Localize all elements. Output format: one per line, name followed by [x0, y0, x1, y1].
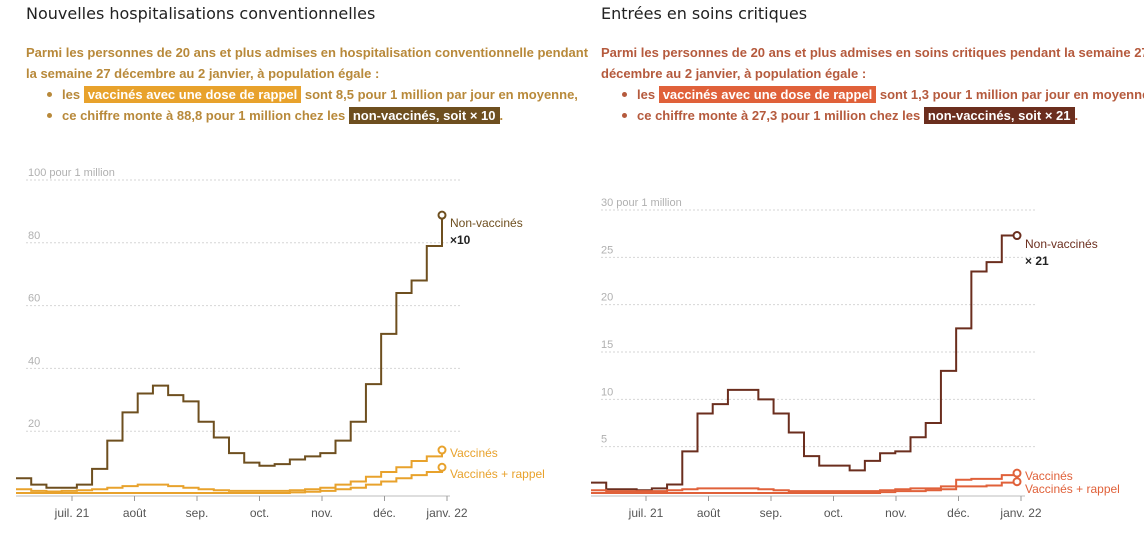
x-tick-label: août	[697, 506, 721, 520]
series-line-vaccin-s	[591, 473, 1018, 493]
series-endpoint-vaccin-s	[437, 445, 447, 455]
x-tick-label: déc.	[947, 506, 970, 520]
panel-title: Entrées en soins critiques	[601, 4, 808, 23]
y-tick-label: 80	[28, 230, 40, 242]
series-endpoint-vaccin-s-rappel	[1012, 477, 1022, 487]
x-tick-label: janv. 22	[999, 506, 1041, 520]
intro-sentence: Parmi les personnes de 20 ans et plus ad…	[26, 45, 589, 81]
y-tick-label: 5	[601, 434, 607, 446]
series-endpoint-non-vaccin-s	[437, 210, 447, 220]
x-tick-label: juil. 21	[54, 506, 90, 520]
series-endpoint-vaccin-s-rappel	[437, 462, 447, 472]
y-tick-label: 40	[28, 355, 40, 367]
series-line-vaccin-s	[16, 450, 443, 493]
intro-sentence: Parmi les personnes de 20 ans et plus ad…	[601, 45, 1144, 81]
series-label-vaccin-s: Vaccinés	[1025, 469, 1073, 483]
bullet-pre: ce chiffre monte à 27,3 pour 1 million c…	[637, 108, 924, 123]
y-tick-label: 15	[601, 339, 613, 351]
series-endpoint-vaccin-s	[1012, 468, 1022, 478]
highlight-unvaccinated: non-vaccinés, soit × 10	[348, 107, 500, 124]
bullet-post: .	[499, 108, 504, 123]
series-line-vaccin-s-rappel	[591, 481, 1018, 495]
panel-soins-critiques: Entrées en soins critiques Parmi les per…	[601, 0, 1144, 533]
x-tick-label: sep.	[186, 506, 209, 520]
highlight-unvaccinated: non-vaccinés, soit × 21	[923, 107, 1075, 124]
x-tick-label: août	[123, 506, 147, 520]
bullet-post: sont 1,3 pour 1 million par jour en moye…	[876, 87, 1144, 102]
series-label-vaccin-s-rappel: Vaccinés + rappel	[1025, 482, 1120, 496]
x-tick-label: déc.	[373, 506, 396, 520]
series-label-non-vaccin-s: Non-vaccinés	[450, 216, 523, 230]
series-line-vaccin-s-rappel	[16, 467, 443, 495]
y-tick-label: 20	[601, 292, 613, 304]
highlight-boosted: vaccinés avec une dose de rappel	[658, 86, 877, 103]
y-axis-top-label: 30 pour 1 million	[601, 197, 682, 209]
series-endpoint-non-vaccin-s	[1012, 231, 1022, 241]
bullet-post: sont 8,5 pour 1 million par jour en moye…	[301, 87, 578, 102]
bullet-boosted: les vaccinés avec une dose de rappel son…	[601, 84, 1144, 105]
x-tick-label: oct.	[250, 506, 269, 520]
intro-text: Parmi les personnes de 20 ans et plus ad…	[601, 42, 1144, 126]
bullet-unvaccinated: ce chiffre monte à 27,3 pour 1 million c…	[601, 105, 1144, 126]
bullet-pre: ce chiffre monte à 88,8 pour 1 million c…	[62, 108, 349, 123]
y-tick-label: 10	[601, 386, 613, 398]
series-label-vaccin-s: Vaccinés	[450, 446, 498, 460]
x-tick-label: janv. 22	[425, 506, 467, 520]
series-line-non-vaccin-s	[591, 234, 1017, 492]
bullet-pre: les	[637, 87, 659, 102]
series-line-non-vaccin-s	[16, 215, 443, 489]
panel-title: Nouvelles hospitalisations conventionnel…	[26, 4, 376, 23]
bullet-post: .	[1074, 108, 1079, 123]
x-tick-label: juil. 21	[628, 506, 664, 520]
y-axis-top-label: 100 pour 1 million	[28, 167, 115, 179]
highlight-boosted: vaccinés avec une dose de rappel	[83, 86, 302, 103]
series-multiplier-label: ×10	[450, 233, 471, 247]
y-tick-label: 20	[28, 418, 40, 430]
bullet-boosted: les vaccinés avec une dose de rappel son…	[26, 84, 592, 105]
x-tick-label: sep.	[760, 506, 783, 520]
y-tick-label: 25	[601, 244, 613, 256]
bullet-unvaccinated: ce chiffre monte à 88,8 pour 1 million c…	[26, 105, 592, 126]
y-tick-label: 60	[28, 293, 40, 305]
panel-hospitalisations: Nouvelles hospitalisations conventionnel…	[26, 0, 588, 533]
x-tick-label: nov.	[311, 506, 333, 520]
series-label-vaccin-s-rappel: Vaccinés + rappel	[450, 467, 545, 481]
intro-text: Parmi les personnes de 20 ans et plus ad…	[26, 42, 592, 126]
x-tick-label: oct.	[824, 506, 843, 520]
series-multiplier-label: × 21	[1025, 254, 1049, 268]
series-label-non-vaccin-s: Non-vaccinés	[1025, 237, 1098, 251]
bullet-pre: les	[62, 87, 84, 102]
x-tick-label: nov.	[885, 506, 907, 520]
